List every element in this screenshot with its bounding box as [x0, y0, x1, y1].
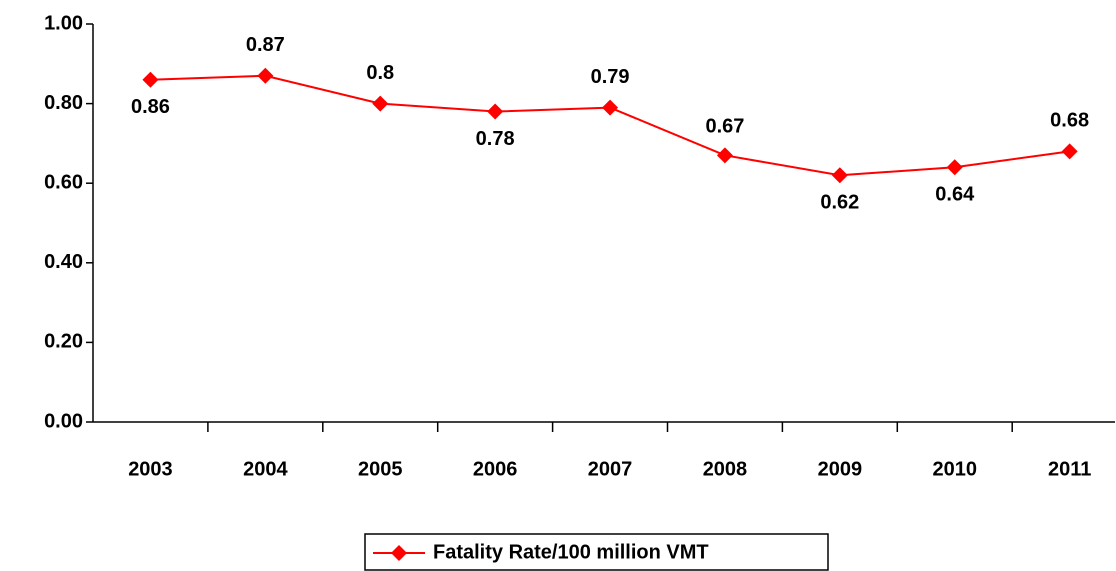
x-tick-label: 2007 [588, 458, 633, 480]
y-tick-label: 1.00 [44, 12, 83, 34]
data-label: 0.62 [820, 192, 859, 214]
data-label: 0.8 [366, 62, 394, 84]
y-tick-label: 0.80 [44, 92, 83, 114]
y-tick-label: 0.20 [44, 331, 83, 353]
y-tick-label: 0.40 [44, 251, 83, 273]
x-tick-label: 2009 [818, 458, 863, 480]
data-point [831, 167, 848, 184]
data-label: 0.67 [705, 116, 744, 138]
data-label: 0.86 [131, 96, 170, 118]
data-point [716, 147, 733, 164]
legend-label: Fatality Rate/100 million VMT [433, 541, 709, 563]
data-point [487, 103, 504, 120]
x-tick-label: 2003 [128, 458, 173, 480]
data-label: 0.68 [1050, 110, 1089, 132]
data-point [602, 99, 619, 116]
series-line [150, 74, 1070, 177]
data-point [142, 71, 159, 88]
data-point [1061, 143, 1078, 160]
x-tick-label: 2004 [243, 458, 288, 480]
x-tick-label: 2008 [703, 458, 748, 480]
legend-box [364, 533, 829, 571]
y-tick-label: 0.00 [44, 410, 83, 432]
data-label: 0.79 [591, 66, 630, 88]
x-tick-label: 2011 [1048, 458, 1091, 480]
data-label: 0.87 [246, 34, 285, 56]
data-point [372, 95, 389, 112]
x-tick-label: 2006 [473, 458, 518, 480]
x-tick-label: 2010 [933, 458, 978, 480]
data-point [946, 159, 963, 176]
data-label: 0.78 [476, 128, 515, 150]
x-tick-label: 2005 [358, 458, 403, 480]
legend-marker [391, 545, 407, 561]
y-tick-label: 0.60 [44, 171, 83, 193]
data-point [257, 67, 274, 84]
data-label: 0.64 [935, 184, 975, 206]
